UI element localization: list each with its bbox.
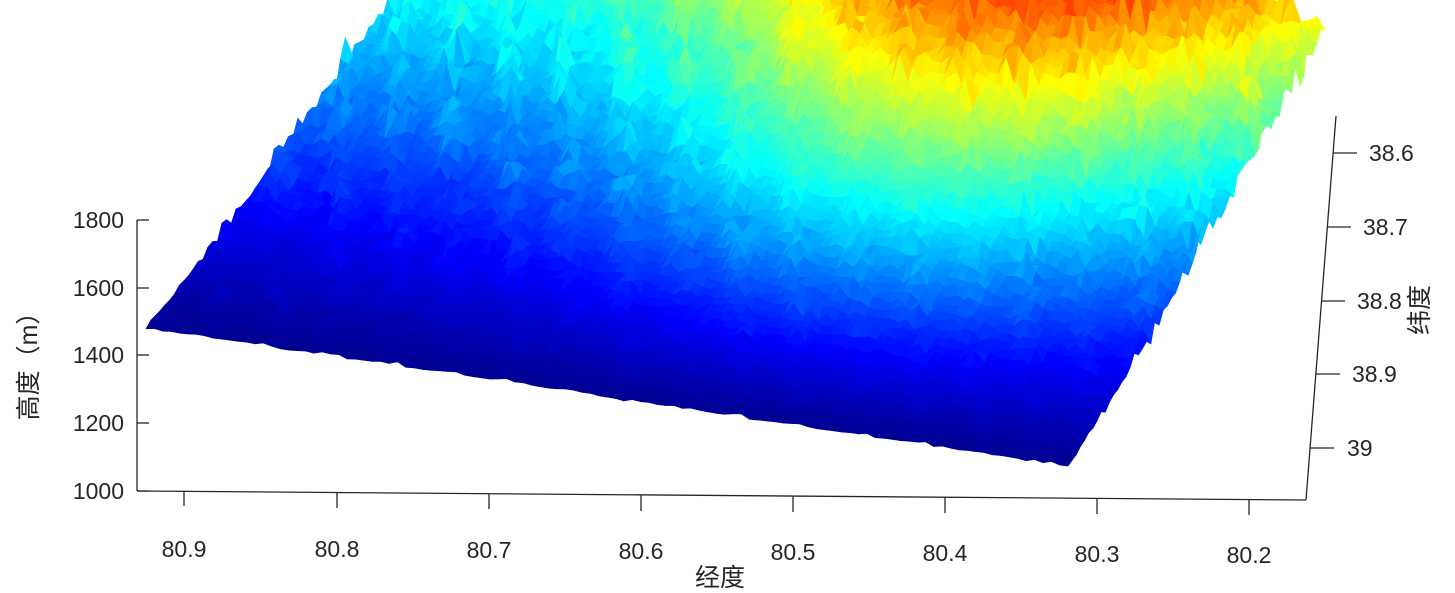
surface-patch	[1052, 0, 1055, 2]
surface-patch	[1038, 0, 1043, 5]
surface-patch	[684, 0, 694, 3]
surface-patch	[930, 0, 937, 4]
surface-patch	[530, 0, 535, 2]
surface-patch	[817, 0, 823, 4]
elevation-surface	[145, 0, 1326, 467]
